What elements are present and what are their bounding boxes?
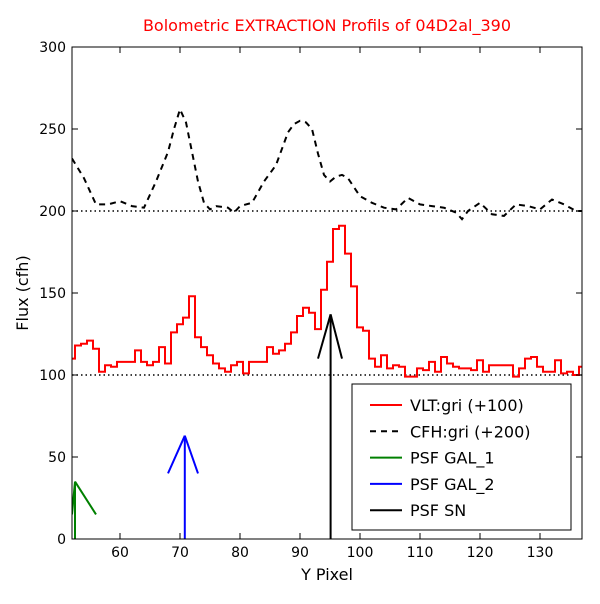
legend: VLT:gri (+100) CFH:gri (+200) PSF GAL_1 PSF… [351,383,572,531]
x-tick-label: 60 [111,545,129,561]
y-tick-label: 100 [39,368,66,384]
psf-arm-right [74,481,97,515]
legend-label: PSF SN [410,501,466,520]
plot-clip-group [72,106,582,539]
series-line-vlt [72,224,582,378]
y-tick-label: 250 [39,122,66,138]
legend-label: PSF GAL_2 [410,475,495,495]
y-tick-label: 50 [48,450,66,466]
y-tick-label: 300 [39,40,66,56]
chart-title: Bolometric EXTRACTION Profils of 04D2al_… [143,16,511,36]
y-tick-label: 150 [39,286,66,302]
x-tick-label: 120 [467,545,494,561]
x-tick-label: 100 [347,545,374,561]
psf-arm-right [329,314,343,359]
y-axis-label: Flux (cfh) [13,255,32,330]
psf-arm-right [183,435,199,474]
psf-arm-left [167,435,186,474]
x-tick-label: 80 [231,545,249,561]
x-tick-label: 90 [291,545,309,561]
psf-marker-3 [317,314,343,539]
legend-label: PSF GAL_1 [410,449,495,469]
x-axis-label: Y Pixel [300,565,353,584]
series-line-cfh [72,106,582,221]
y-tick-label: 0 [57,532,66,548]
x-tick-label: 70 [171,545,189,561]
plot-area: 60 70 80 90 100 110 120 130 0 50 100 150 200 250 300 VL… [39,40,583,561]
psf-marker-1 [72,481,97,539]
psf-arm-left [317,314,332,359]
psf-marker-2 [167,435,199,539]
legend-label: CFH:gri (+200) [410,422,531,441]
x-tick-label: 130 [527,545,554,561]
legend-label: VLT:gri (+100) [410,396,524,415]
x-tick-label: 110 [407,545,434,561]
y-tick-label: 200 [39,204,66,220]
